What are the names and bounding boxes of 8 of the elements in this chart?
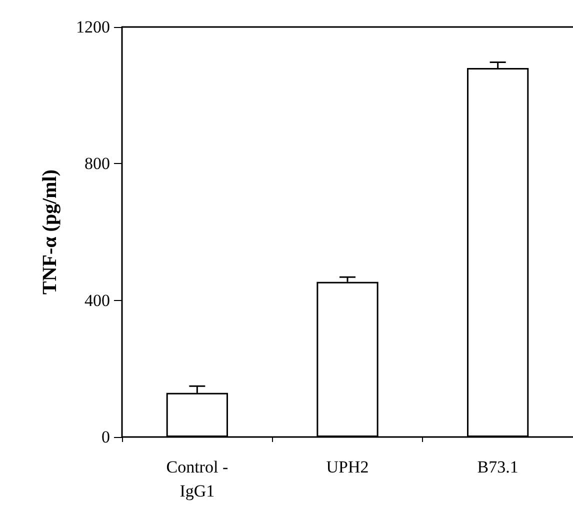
y-tick-label: 0 [102,428,110,446]
y-tick-label: 400 [84,290,110,310]
y-tick-label: 800 [84,154,110,174]
y-axis-title: TNF-α (pg/ml) [39,169,61,295]
x-tick-label: B73.1 [477,458,518,476]
x-tick-label: Control - IgG1 [166,458,228,500]
x-tick-label: UPH2 [326,458,369,476]
y-tick-label: 1200 [76,18,110,36]
